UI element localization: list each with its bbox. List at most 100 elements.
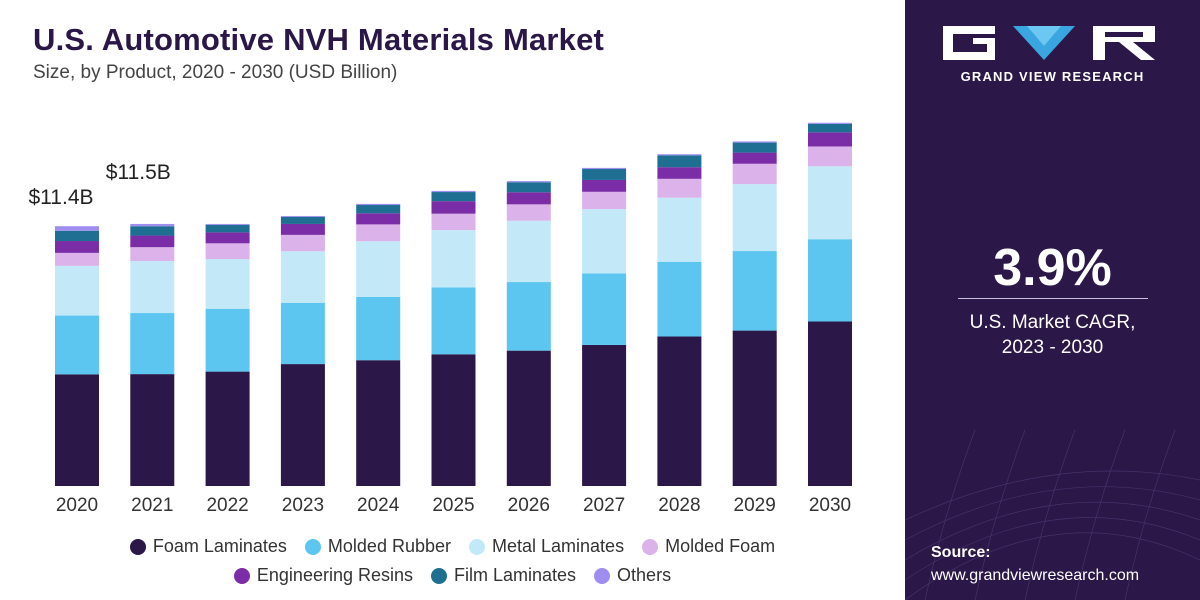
source-label: Source: (931, 544, 991, 561)
bar-molded-rubber-2023 (280, 302, 325, 365)
decorative-grid-graphic (905, 429, 1200, 600)
bar-stack-2021 (130, 223, 175, 486)
bar-molded-rubber-2029 (732, 251, 777, 331)
x-tick-label: 2030 (809, 495, 851, 516)
legend-label: Molded Foam (665, 536, 776, 556)
bar-film-laminates-2022 (205, 224, 250, 233)
bar-stack-2023 (280, 215, 325, 486)
bar-molded-rubber-2020 (55, 315, 99, 375)
bar-engineering-resins-2027 (582, 179, 627, 192)
cagr-value: 3.9% (993, 239, 1112, 297)
bar-foam-laminates-2026 (506, 350, 551, 486)
bar-metal-laminates-2022 (205, 259, 250, 309)
bar-foam-laminates-2029 (732, 330, 777, 486)
bar-molded-foam-2020 (55, 252, 99, 266)
bar-molded-rubber-2022 (205, 308, 250, 372)
bar-others-2023 (280, 215, 325, 217)
bar-molded-foam-2030 (808, 146, 852, 167)
bar-others-2024 (356, 203, 401, 206)
bar-metal-laminates-2030 (808, 166, 852, 240)
bar-metal-laminates-2029 (732, 184, 777, 252)
stacked-bar-chart: 2020 2021 2022 2023 2024 2025 2026 2027 2028 2029… (29, 122, 852, 516)
bar-film-laminates-2021 (130, 226, 175, 236)
bar-foam-laminates-2020 (55, 374, 99, 486)
bar-metal-laminates-2025 (431, 230, 476, 288)
bar-film-laminates-2023 (280, 216, 325, 224)
cagr-label-line-1: U.S. Market CAGR, (969, 312, 1136, 333)
x-tick-label: 2029 (734, 495, 776, 516)
bar-stack-2025 (431, 190, 476, 486)
bar-others-2026 (506, 181, 551, 183)
legend-swatch (642, 538, 659, 555)
bar-molded-foam-2027 (582, 191, 627, 210)
bar-film-laminates-2025 (431, 192, 476, 202)
bar-metal-laminates-2024 (356, 241, 401, 297)
bar-molded-rubber-2028 (657, 261, 702, 337)
bar-others-2022 (205, 223, 250, 225)
bar-stack-2029 (732, 141, 777, 486)
bar-molded-rubber-2025 (431, 287, 476, 355)
legend-label: Film Laminates (454, 565, 577, 585)
legend-swatch (469, 538, 485, 555)
bar-engineering-resins-2021 (130, 235, 175, 248)
bar-molded-foam-2025 (431, 213, 476, 231)
bar-stack-2024 (356, 203, 401, 486)
x-tick-label: 2025 (432, 495, 474, 516)
bar-film-laminates-2020 (55, 230, 99, 242)
bar-foam-laminates-2025 (431, 354, 476, 486)
legend-item-molded-rubber: Molded Rubber (304, 536, 451, 557)
bar-stack-2030 (808, 122, 852, 486)
x-tick-label: 2028 (658, 495, 700, 516)
x-tick-label: 2027 (583, 495, 625, 516)
bar-film-laminates-2026 (506, 182, 551, 193)
legend-item-film-laminates: Film Laminates (431, 565, 576, 586)
legend-item-foam-laminates: Foam Laminates (129, 536, 287, 557)
bar-molded-foam-2024 (356, 224, 401, 242)
bar-molded-rubber-2027 (582, 273, 627, 345)
bar-stack-2026 (506, 181, 551, 486)
bar-foam-laminates-2028 (657, 336, 702, 486)
bar-metal-laminates-2021 (130, 261, 175, 314)
bar-film-laminates-2029 (732, 142, 777, 153)
bar-molded-foam-2023 (280, 234, 325, 252)
bar-engineering-resins-2026 (506, 192, 551, 205)
legend-swatch (129, 538, 146, 555)
bar-engineering-resins-2030 (808, 132, 852, 147)
bar-others-2030 (808, 122, 852, 124)
divider (958, 298, 1148, 299)
x-tick-label: 2022 (206, 495, 248, 516)
legend-label: Others (617, 565, 672, 585)
bar-metal-laminates-2023 (280, 251, 325, 303)
bar-others-2028 (657, 154, 702, 156)
bar-foam-laminates-2030 (808, 321, 852, 486)
legend-label: Foam Laminates (152, 536, 287, 556)
bar-engineering-resins-2024 (356, 213, 401, 225)
bar-stack-2022 (205, 223, 250, 486)
bar-molded-foam-2022 (205, 243, 250, 260)
bar-metal-laminates-2027 (582, 209, 627, 274)
bar-film-laminates-2024 (356, 205, 401, 214)
grand-view-research-logo (943, 26, 1155, 60)
bar-film-laminates-2027 (582, 169, 627, 180)
bar-foam-laminates-2022 (205, 371, 250, 486)
bar-engineering-resins-2022 (205, 232, 250, 244)
bar-film-laminates-2030 (808, 123, 852, 133)
legend-swatch (594, 567, 611, 584)
chart-title: U.S. Automotive NVH Materials Market (33, 22, 605, 57)
brand-name: GRAND VIEW RESEARCH (960, 69, 1145, 84)
legend-row-2: Engineering Resins Film Laminates Others (0, 565, 905, 586)
bar-engineering-resins-2023 (280, 223, 325, 235)
bar-stack-2020 (55, 226, 99, 486)
bar-others-2029 (732, 141, 777, 143)
data-label-2020: $11.4B (29, 186, 94, 209)
bar-molded-rubber-2021 (130, 313, 175, 375)
chart-subtitle: Size, by Product, 2020 - 2030 (USD Billi… (33, 62, 398, 83)
bar-engineering-resins-2020 (55, 241, 99, 253)
bar-others-2027 (582, 167, 627, 170)
x-tick-label: 2024 (357, 495, 400, 516)
cagr-label-line-2: 2023 - 2030 (1001, 337, 1104, 358)
bar-metal-laminates-2020 (55, 265, 99, 316)
source-url: www.grandviewresearch.com (931, 567, 1140, 584)
summary-panel: GRAND VIEW RESEARCH 3.9% U.S. Market CAG… (905, 0, 1200, 600)
